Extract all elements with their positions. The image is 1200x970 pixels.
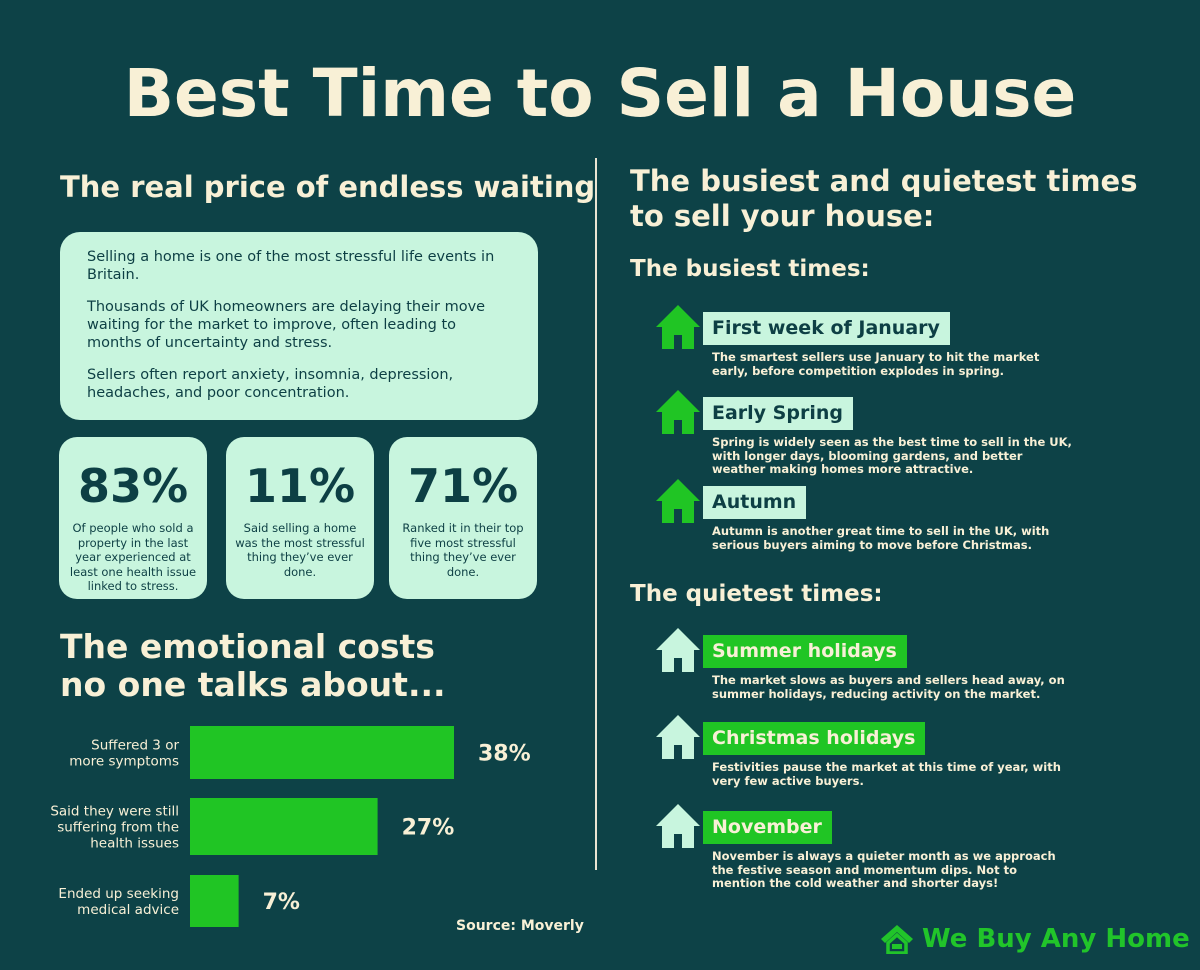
bar-category-label: Said they were still suffering from the he…	[50, 804, 179, 852]
house-icon	[656, 804, 700, 848]
quiet-time-label: November	[703, 811, 832, 844]
house-icon	[656, 715, 700, 759]
bar	[190, 875, 239, 927]
bar	[190, 798, 378, 855]
emotional-heading-line: no one talks about...	[60, 665, 446, 704]
stat-value: 71%	[407, 459, 519, 513]
intro-paragraph: Sellers often report anxiety, insomnia, …	[87, 367, 454, 401]
heading-line: to sell your house:	[630, 199, 935, 233]
house-icon	[656, 390, 700, 434]
page-title: Best Time to Sell a House	[123, 55, 1077, 132]
brand-name: We Buy Any Home	[922, 924, 1190, 954]
column-divider	[595, 158, 597, 870]
intro-paragraph: Thousands of UK homeowners are delaying …	[87, 299, 486, 351]
emotional-heading-line: The emotional costs	[60, 627, 435, 666]
busy-time-description: Autumn is another great time to sell in …	[712, 524, 1050, 552]
waiting-heading: The real price of endless waiting	[60, 170, 596, 204]
bar-value-label: 38%	[478, 742, 531, 767]
intro-box: Selling a home is one of the most stress…	[60, 232, 538, 420]
busiest-quietest-heading: The busiest and quietest times to sell y…	[630, 164, 1150, 234]
bar-value-label: 27%	[402, 816, 455, 841]
house-icon	[656, 479, 700, 523]
emotional-costs-bar-chart: 38% Suffered 3 or more symptoms 27% Said the…	[50, 726, 531, 927]
stat-value: 11%	[244, 459, 356, 513]
quiet-time-description: Festivities pause the market at this tim…	[712, 760, 1061, 788]
busy-time-description: Spring is widely seen as the best time t…	[712, 435, 1072, 476]
heading-line: The busiest and quietest times	[630, 164, 1138, 198]
house-logo-icon	[881, 925, 913, 954]
stat-card: 71% Ranked it in their top five most str…	[389, 437, 537, 599]
source-note: Source: Moverly	[456, 918, 584, 934]
stat-value: 83%	[77, 459, 189, 513]
stat-card: 11% Said selling a home was the most str…	[226, 437, 374, 599]
stat-text: Said selling a home was the most stressf…	[235, 521, 365, 579]
stat-text: Ranked it in their top five most stressf…	[402, 521, 524, 579]
house-icon	[656, 305, 700, 349]
house-icon	[656, 628, 700, 672]
stat-text: Of people who sold a property in the las…	[69, 521, 197, 593]
bar-value-label: 7%	[263, 890, 300, 915]
quietest-heading: The quietest times:	[630, 581, 883, 607]
busy-time-description: The smartest sellers use January to hit …	[712, 350, 1040, 378]
emotional-costs-heading: The emotional costs no one talks about..…	[60, 628, 446, 704]
quiet-time-description: The market slows as buyers and sellers h…	[712, 673, 1065, 701]
stat-card: 83% Of people who sold a property in the…	[59, 437, 207, 599]
busy-time-label: First week of January	[703, 312, 950, 345]
busy-time-label: Early Spring	[703, 397, 853, 430]
bar	[190, 726, 454, 779]
busiest-heading: The busiest times:	[630, 256, 870, 282]
bar-category-label: Ended up seeking medical advice	[58, 886, 179, 918]
quiet-time-label: Summer holidays	[703, 635, 907, 668]
quiet-time-label: Christmas holidays	[703, 722, 926, 755]
quiet-time-description: November is always a quieter month as we…	[712, 849, 1056, 890]
intro-paragraph: Selling a home is one of the most stress…	[87, 249, 495, 283]
busy-time-label: Autumn	[703, 486, 807, 519]
bar-category-label: Suffered 3 or more symptoms	[69, 738, 179, 770]
